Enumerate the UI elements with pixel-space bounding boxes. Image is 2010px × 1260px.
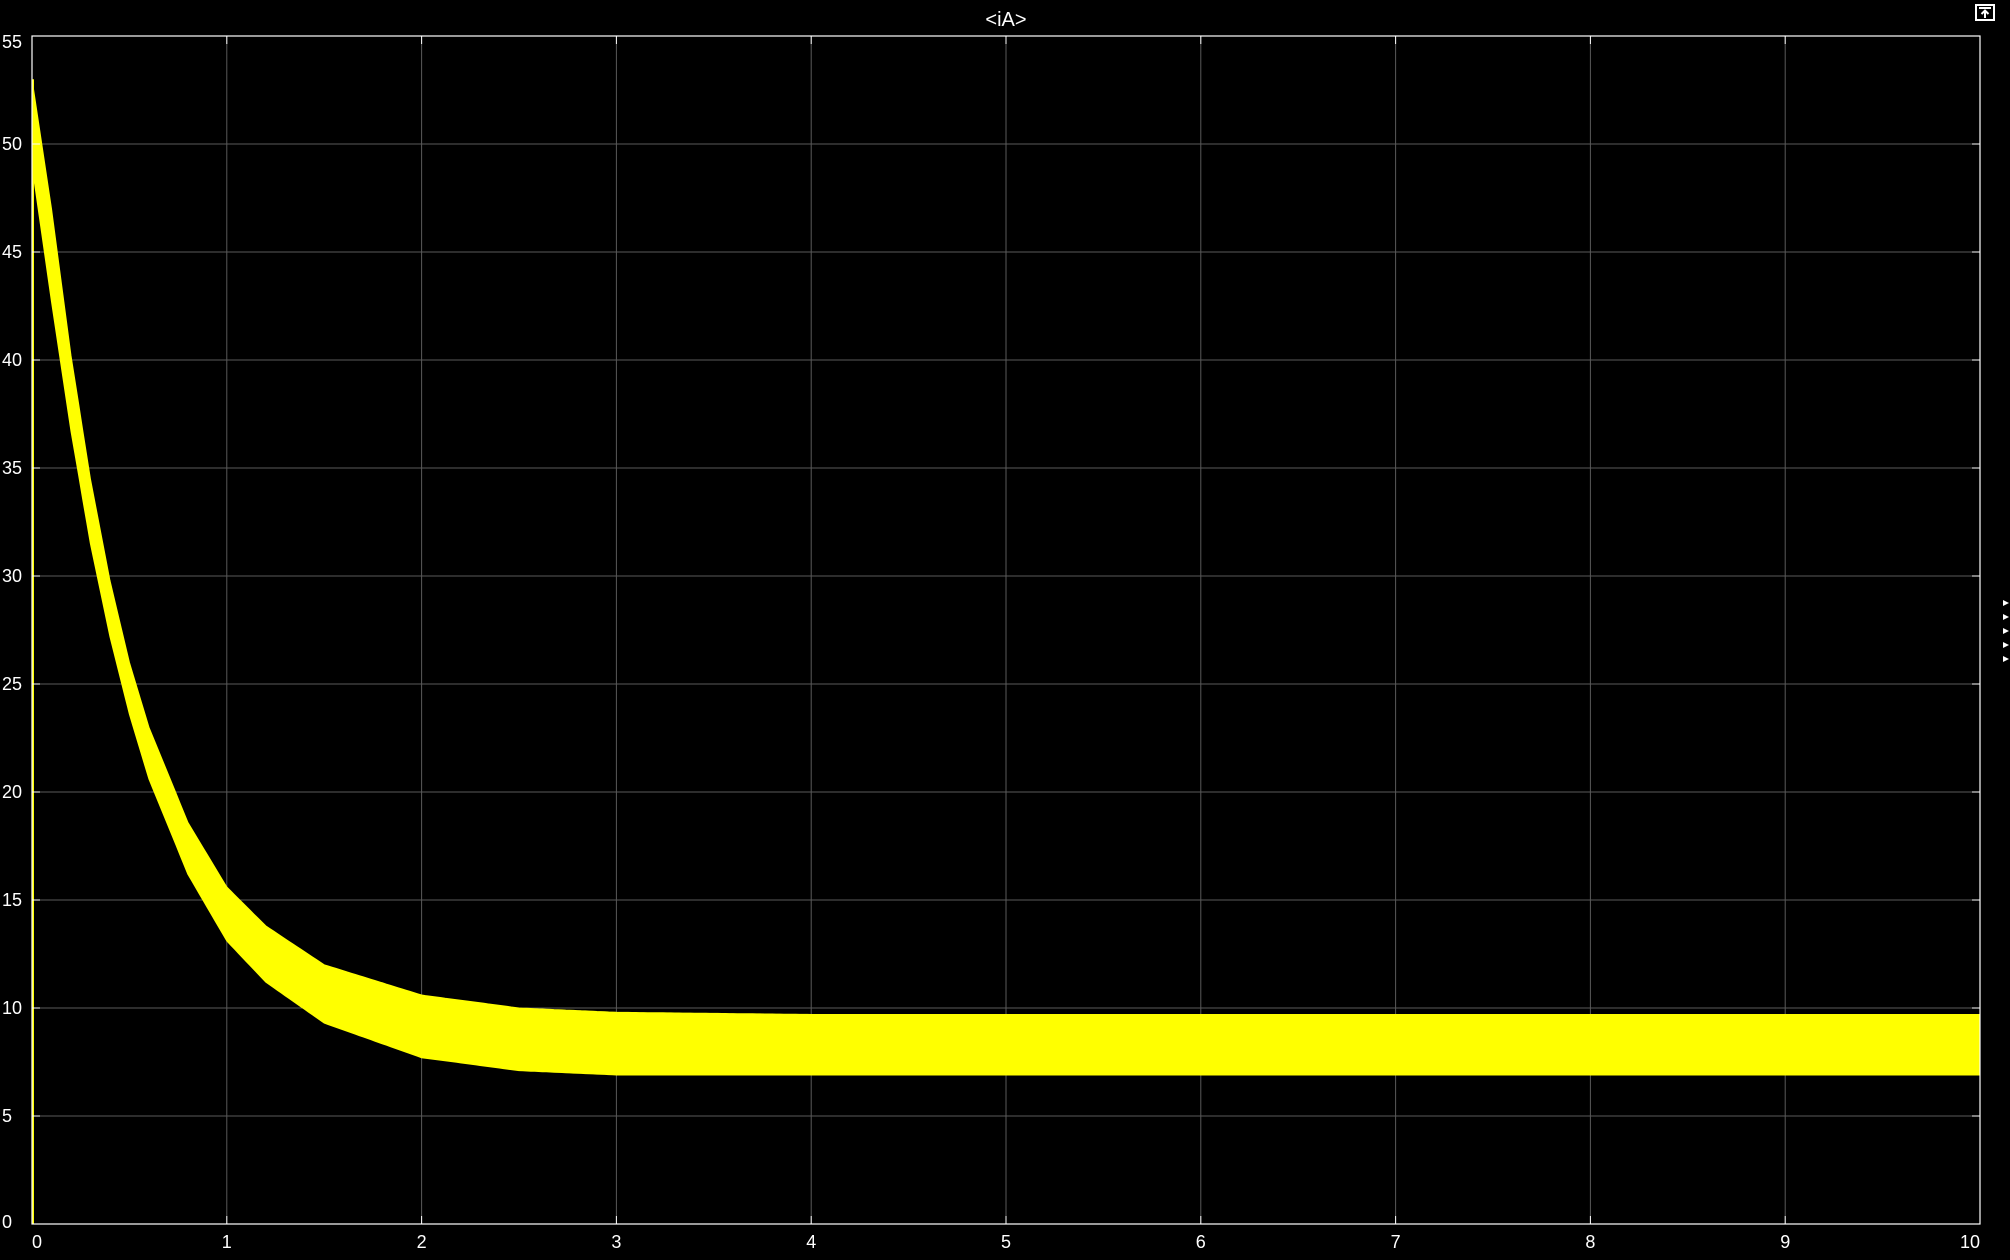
y-tick-label: 0: [2, 1212, 12, 1232]
y-tick-label: 25: [2, 674, 22, 694]
y-tick-label: 5: [2, 1106, 12, 1126]
y-tick-label: 45: [2, 242, 22, 262]
plot-frame: [31, 35, 1981, 1225]
undock-icon: [1979, 7, 1991, 18]
y-tick-label: 35: [2, 458, 22, 478]
resize-grip-icon[interactable]: [2002, 600, 2010, 676]
x-tick-label: 9: [1780, 1232, 1790, 1252]
x-tick-label: 3: [611, 1232, 621, 1252]
y-tick-label: 20: [2, 782, 22, 802]
x-tick-label: 5: [1001, 1232, 1011, 1252]
y-tick-label: 50: [2, 134, 22, 154]
x-tick-label: 1: [222, 1232, 232, 1252]
x-tick-label: 7: [1391, 1232, 1401, 1252]
y-tick-label: 15: [2, 890, 22, 910]
x-tick-label: 8: [1585, 1232, 1595, 1252]
x-tick-label: 4: [806, 1232, 816, 1252]
x-tick-label: 6: [1196, 1232, 1206, 1252]
y-tick-label: 10: [2, 998, 22, 1018]
y-tick-label: 40: [2, 350, 22, 370]
y-tick-labels: 0 5 10 15 20 25 30 35 40 45 50 55: [2, 32, 22, 1232]
y-tick-label: 30: [2, 566, 22, 586]
x-tick-labels: 0 1 2 3 4 5 6 7 8 9 10: [32, 1232, 1980, 1252]
x-tick-label: 0: [32, 1232, 42, 1252]
x-tick-label: 2: [417, 1232, 427, 1252]
x-tick-label: 10: [1960, 1232, 1980, 1252]
axes: [31, 35, 1981, 1225]
undock-button[interactable]: [1975, 4, 1995, 21]
y-tick-label: 55: [2, 32, 22, 52]
chart-title: <iA>: [985, 9, 1026, 31]
